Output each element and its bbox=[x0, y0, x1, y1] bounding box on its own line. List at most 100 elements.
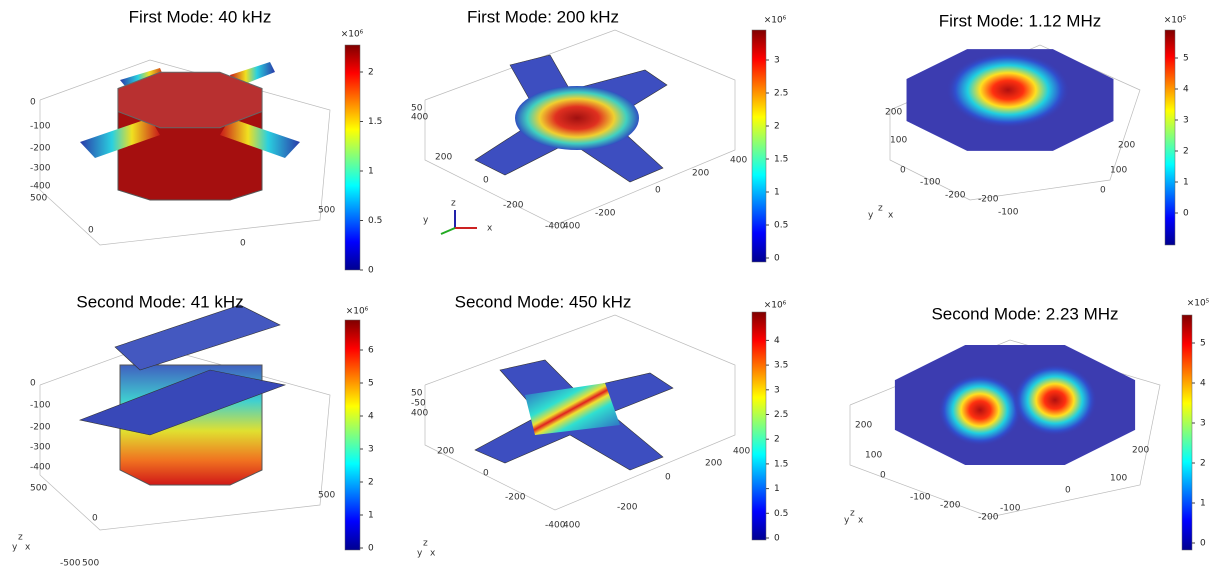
axis-tick-label: 0 bbox=[483, 176, 489, 186]
deformation bbox=[515, 86, 639, 150]
colorbar-multiplier: ×10⁶ bbox=[764, 301, 787, 311]
colorbar bbox=[752, 312, 766, 540]
prism-top bbox=[118, 72, 262, 127]
axis-tick-label: 0 bbox=[88, 226, 94, 236]
axis-tick-label: 50 bbox=[411, 389, 423, 399]
colorbar-tick-label: 2 bbox=[774, 122, 780, 132]
colorbar-tick-label: 3 bbox=[1183, 116, 1189, 126]
axis-tick-label: y bbox=[868, 211, 874, 221]
colorbar-tick-label: 2 bbox=[1200, 459, 1206, 469]
colorbar-multiplier: ×10⁶ bbox=[346, 307, 369, 317]
axis-tick-label: x bbox=[430, 549, 436, 559]
colorbar-tick-label: 6 bbox=[368, 346, 374, 356]
colorbar-tick-label: 0 bbox=[1183, 209, 1189, 219]
axis-tick-label: 400 bbox=[411, 113, 428, 123]
colorbar-tick-label: 5 bbox=[1200, 339, 1206, 349]
axis-tick-label: 0 bbox=[880, 471, 886, 481]
colorbar-tick-label: 0.5 bbox=[774, 221, 788, 231]
axis-tick-label: -100 bbox=[30, 401, 51, 411]
axis-tick-label: 200 bbox=[692, 169, 709, 179]
axis-tick-label: y bbox=[423, 216, 429, 226]
colorbar-tick-label: 1.5 bbox=[774, 155, 788, 165]
axis-tick-label: y bbox=[12, 543, 18, 553]
axis-tick-label: z bbox=[423, 539, 428, 549]
colorbar-tick-label: 1 bbox=[368, 511, 374, 521]
axis-tick-label: -300 bbox=[30, 443, 51, 453]
axis-tick-label: -200 bbox=[617, 503, 638, 513]
figure: First Mode: 40 kHz ×10⁶ 0 0.5 1 1.5 2 0 -100 -200… bbox=[0, 0, 1217, 571]
colorbar-tick-label: 0 bbox=[1200, 539, 1206, 549]
axis-tick-label: 0 bbox=[1065, 486, 1071, 496]
axis-tick-label: 200 bbox=[855, 421, 872, 431]
colorbar-tick-label: 0 bbox=[368, 544, 374, 554]
axis-tick-label: x bbox=[487, 224, 493, 234]
axis-tick-label: -200 bbox=[595, 209, 616, 219]
colorbar-tick-label: 3.5 bbox=[774, 361, 788, 371]
axis-tick-label: 500 bbox=[30, 484, 47, 494]
panel-title: First Mode: 40 kHz bbox=[129, 7, 272, 26]
colorbar-multiplier: ×10⁵ bbox=[1164, 16, 1187, 26]
axis-tick-label: -400 bbox=[30, 182, 51, 192]
triad bbox=[441, 228, 455, 234]
panel: First Mode: 40 kHz×10⁶00.511.520-100-200… bbox=[30, 7, 382, 275]
colorbar-multiplier: ×10⁶ bbox=[764, 16, 787, 26]
axis-tick-label: 200 bbox=[1118, 141, 1135, 151]
axis-tick-label: x bbox=[25, 543, 31, 553]
colorbar-tick-label: 1 bbox=[774, 188, 780, 198]
axis-tick-label: z bbox=[878, 204, 883, 214]
axis-tick-label: x bbox=[888, 211, 894, 221]
colorbar-tick-label: 1.5 bbox=[774, 459, 788, 469]
axis-tick-label: -200 bbox=[30, 423, 51, 433]
axis-tick-label: 0 bbox=[483, 469, 489, 479]
axis-tick-label: z bbox=[451, 199, 456, 209]
axis-tick-label: 0 bbox=[665, 473, 671, 483]
axis-tick-label: 400 bbox=[563, 521, 580, 531]
colorbar-tick-label: 2 bbox=[368, 478, 374, 488]
colorbar-tick-label: 3 bbox=[368, 445, 374, 455]
axis-tick-label: -50 bbox=[411, 399, 426, 409]
colorbar-tick-label: 0.5 bbox=[368, 216, 382, 226]
axis-tick-label: 200 bbox=[885, 108, 902, 118]
axis-tick-label: -100 bbox=[920, 178, 941, 188]
axis-tick-label: -200 bbox=[945, 191, 966, 201]
panel-title: Second Mode: 2.23 MHz bbox=[931, 304, 1118, 323]
colorbar-tick-label: 1.5 bbox=[368, 117, 382, 127]
axis-tick-label: -500 bbox=[60, 559, 81, 569]
axis-tick-label: -200 bbox=[978, 513, 999, 523]
colorbar-multiplier: ×10⁵ bbox=[1187, 299, 1210, 309]
axis-tick-label: 0 bbox=[240, 239, 246, 249]
axis-tick-label: -200 bbox=[503, 201, 524, 211]
colorbar-tick-label: 2.5 bbox=[774, 410, 788, 420]
colorbar-tick-label: 4 bbox=[774, 336, 780, 346]
panel-title: First Mode: 1.12 MHz bbox=[939, 11, 1102, 30]
colorbar bbox=[752, 30, 766, 262]
colorbar-tick-label: 5 bbox=[368, 379, 374, 389]
axis-tick-label: -100 bbox=[30, 122, 51, 132]
axis-tick-label: 500 bbox=[30, 194, 47, 204]
colorbar-tick-label: 2 bbox=[368, 68, 374, 78]
deformation bbox=[938, 374, 1022, 446]
colorbar bbox=[1182, 315, 1192, 550]
axis-tick-label: -100 bbox=[998, 208, 1019, 218]
axis-tick-label: 200 bbox=[1132, 446, 1149, 456]
panel: Second Mode: 41 kHz×10⁶01234560-100-200-… bbox=[12, 292, 374, 568]
colorbar-tick-label: 1 bbox=[368, 167, 374, 177]
axis-tick-label: 400 bbox=[563, 222, 580, 232]
colorbar-tick-label: 1 bbox=[1183, 178, 1189, 188]
axis-tick-label: 0 bbox=[900, 166, 906, 176]
colorbar-tick-label: 0.5 bbox=[774, 509, 788, 519]
axis-tick-label: 500 bbox=[318, 206, 335, 216]
arm bbox=[115, 305, 280, 370]
axis-tick-label: 400 bbox=[730, 156, 747, 166]
colorbar-tick-label: 3 bbox=[1200, 419, 1206, 429]
axis-tick-label: 500 bbox=[318, 491, 335, 501]
colorbar bbox=[345, 320, 360, 550]
colorbar-tick-label: 0 bbox=[774, 254, 780, 264]
colorbar-tick-label: 1 bbox=[1200, 499, 1206, 509]
panel: Second Mode: 450 kHz×10⁶00.511.522.533.5… bbox=[411, 292, 788, 558]
axis-tick-label: -200 bbox=[30, 144, 51, 154]
axis-tick-label: 100 bbox=[1110, 474, 1127, 484]
axis-tick-label: 0 bbox=[30, 379, 36, 389]
panel: First Mode: 200 kHz×10⁶00.511.522.535040… bbox=[411, 7, 788, 263]
colorbar-tick-label: 3 bbox=[774, 385, 780, 395]
